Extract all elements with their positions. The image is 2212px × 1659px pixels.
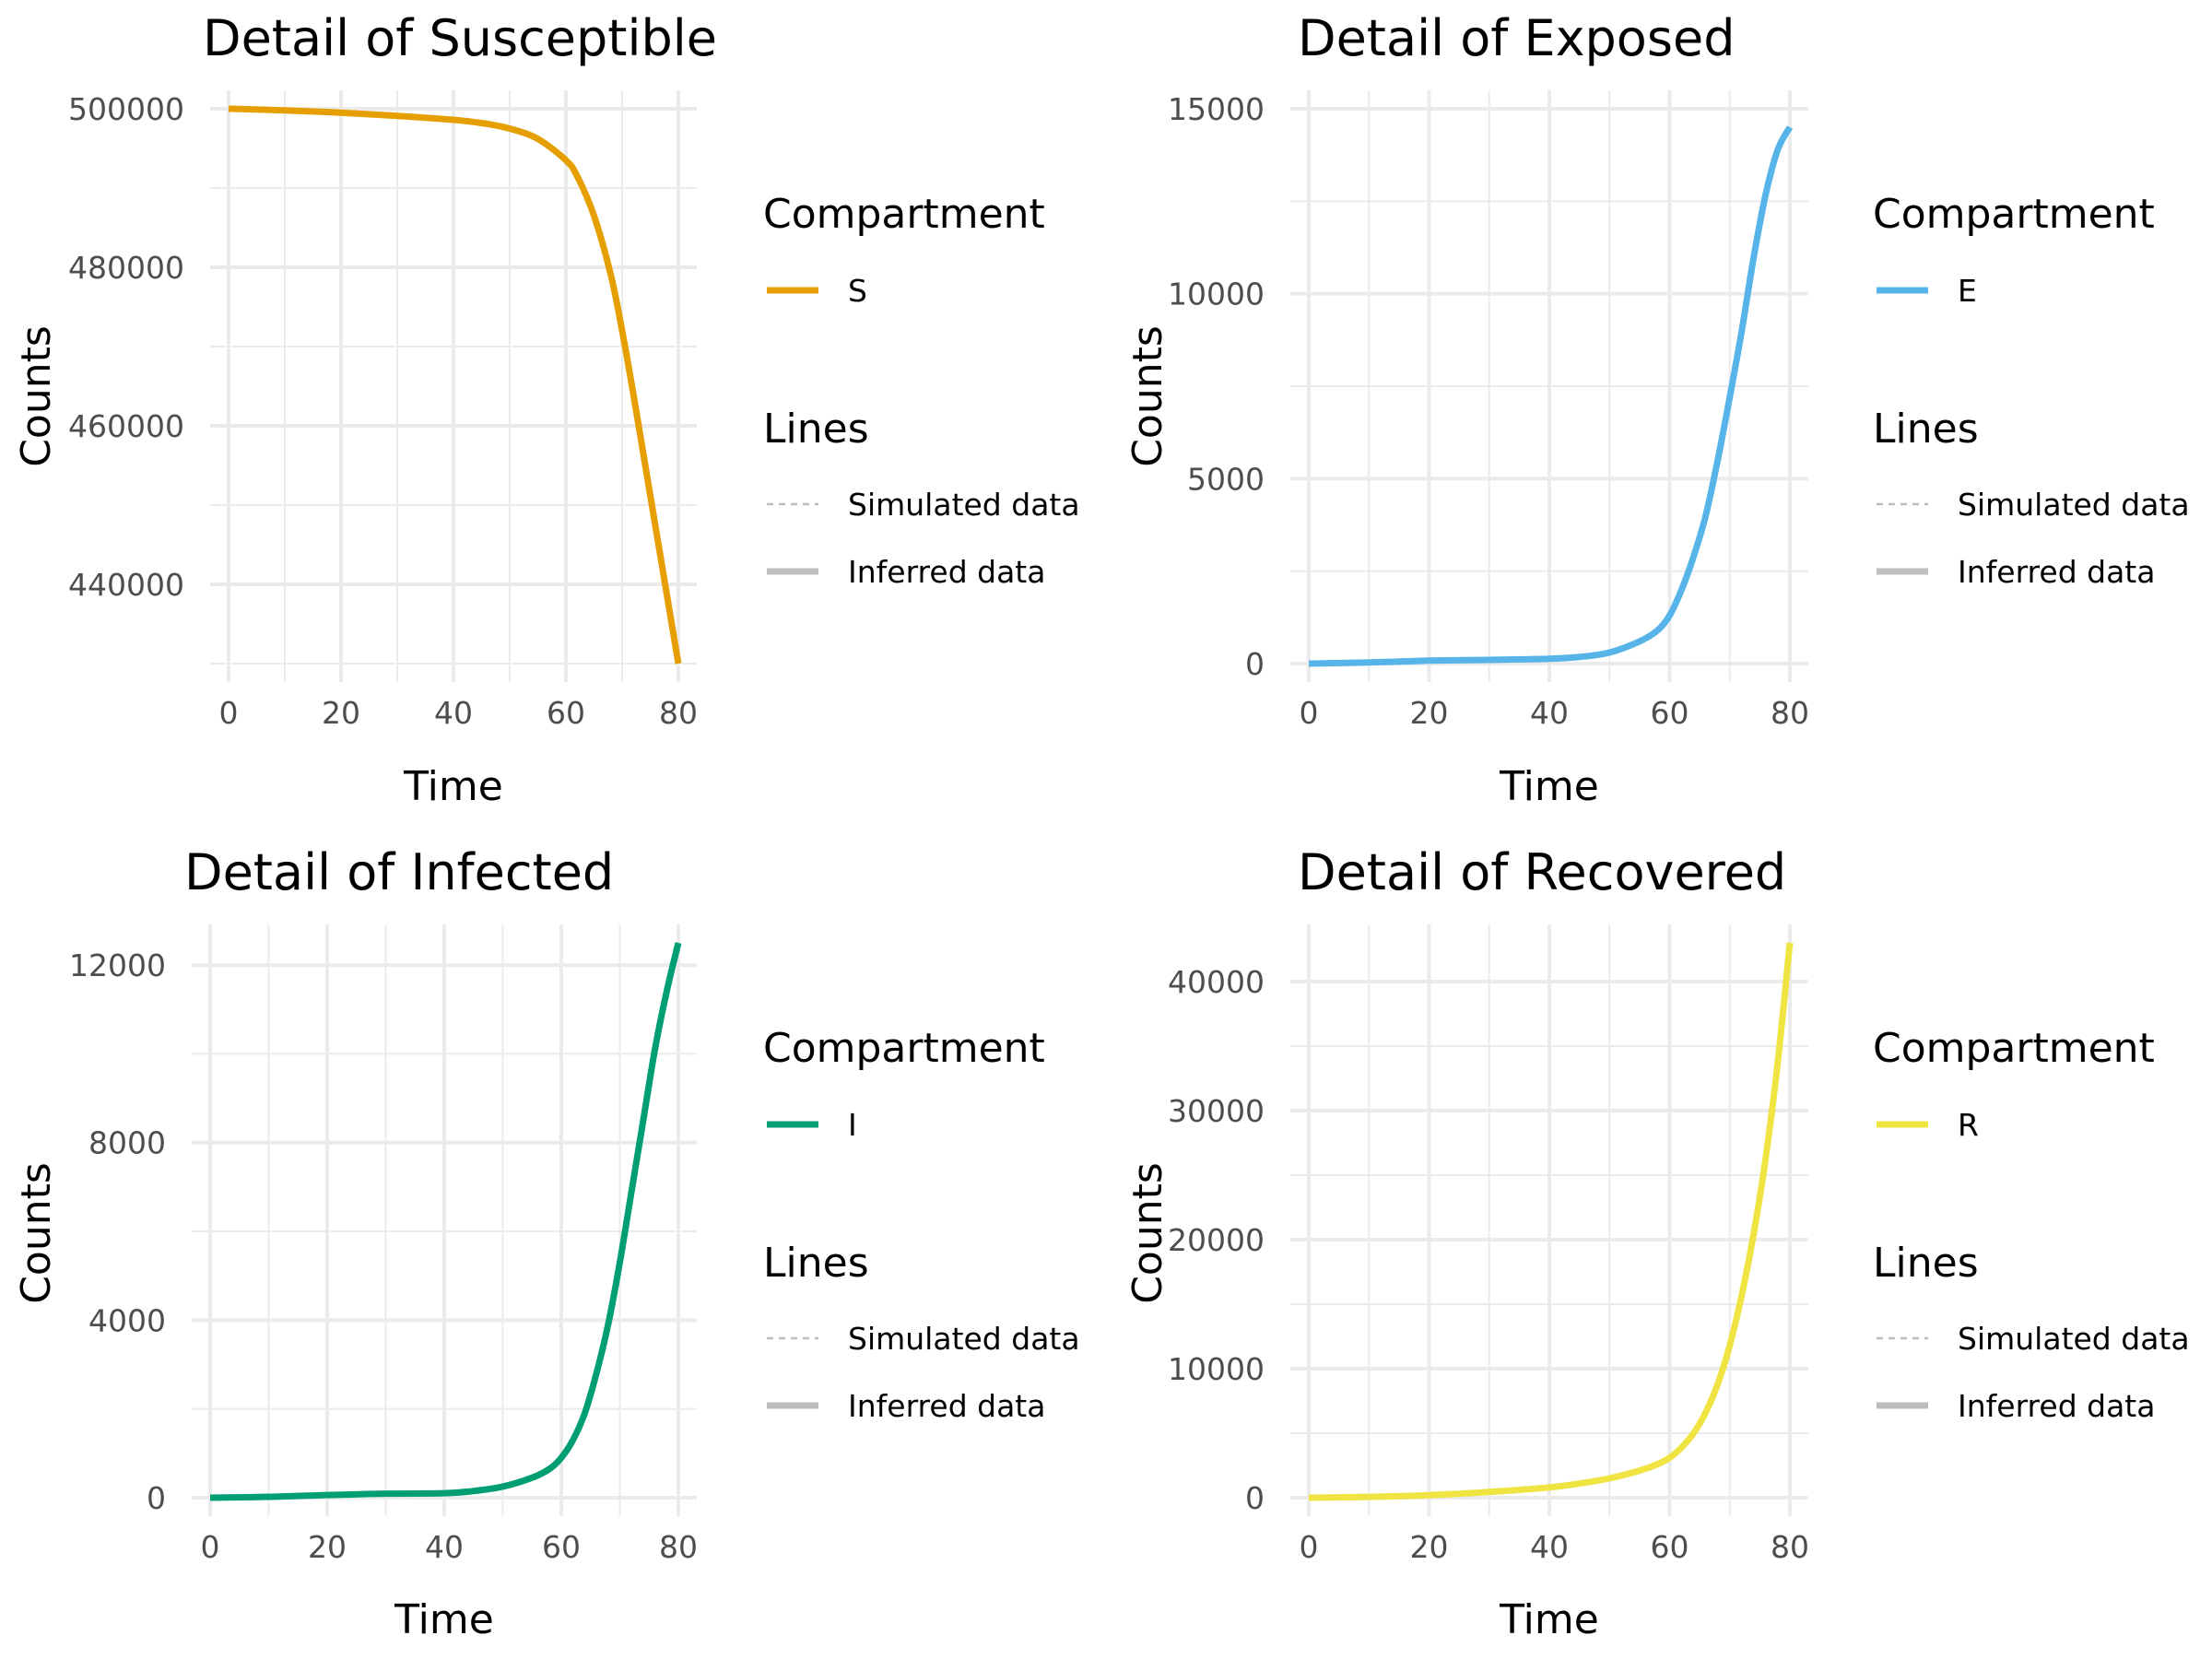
legend-label-inferred-data: Inferred data [1958, 1388, 2155, 1424]
legend-title-lines: Lines [1873, 406, 1979, 453]
y-axis-title: Counts [13, 1162, 60, 1304]
y-tick-label: 0 [1245, 1480, 1265, 1516]
legend-label-simulated-data: Simulated data [848, 1321, 1080, 1357]
x-tick-label: 80 [659, 1529, 698, 1565]
legend-title-compartment: Compartment [1873, 1025, 2155, 1072]
y-axis-title: Counts [1124, 325, 1171, 467]
x-tick-label: 80 [659, 695, 698, 731]
grid [1290, 924, 1808, 1516]
x-tick-label: 0 [1300, 695, 1319, 731]
x-axis-title: Time [403, 763, 503, 810]
grid [192, 924, 697, 1516]
legend-label-inferred-data: Inferred data [1958, 554, 2155, 590]
chart-panel-a: 0 20 40 60 80 440000 460000 480000 500000 Detail … [13, 9, 1080, 810]
series-line-S [228, 105, 682, 665]
chart-panel-d: 0 20 40 60 80 0 10000 20000 30000 40000 Detail of … [1124, 843, 2190, 1643]
x-axis-title: Time [1499, 1596, 1599, 1643]
chart-title: Detail of Susceptible [203, 9, 717, 67]
y-tick-label: 0 [147, 1480, 166, 1516]
grid [210, 90, 697, 682]
x-tick-label: 60 [1651, 695, 1689, 731]
series-line-E [1308, 125, 1794, 667]
series-line-I [209, 942, 682, 1501]
x-tick-label: 40 [434, 695, 473, 731]
legend-label-inferred-data: Inferred data [848, 554, 1045, 590]
legend-label-simulated-data: Simulated data [1958, 487, 2190, 523]
y-tick-label: 5000 [1187, 461, 1265, 497]
y-tick-label: 480000 [68, 250, 184, 286]
y-tick-label: 40000 [1168, 964, 1265, 1000]
chart-title: Detail of Recovered [1298, 843, 1786, 901]
legend: Compartment I Lines Simulated data Inferred … [763, 1025, 1080, 1424]
y-axis-title: Counts [1124, 1162, 1171, 1304]
y-axis-title: Counts [13, 325, 60, 467]
legend-label-simulated-data: Simulated data [1958, 1321, 2190, 1357]
chart-title: Detail of Exposed [1298, 9, 1735, 67]
y-tick-label: 8000 [88, 1125, 166, 1161]
y-tick-label: 30000 [1168, 1093, 1265, 1129]
legend-title-compartment: Compartment [763, 1025, 1045, 1072]
x-axis-title: Time [1499, 763, 1599, 810]
y-tick-label: 15000 [1168, 91, 1265, 127]
chart-panel-c: 0 20 40 60 80 0 4000 8000 12000 Detail of Infecte… [13, 843, 1080, 1643]
x-tick-label: 60 [547, 695, 585, 731]
x-tick-label: 20 [1410, 1529, 1449, 1565]
x-tick-label: 20 [308, 1529, 347, 1565]
x-tick-label: 80 [1771, 695, 1809, 731]
x-tick-label: 20 [322, 695, 360, 731]
x-tick-label: 0 [219, 695, 239, 731]
y-tick-label: 460000 [68, 408, 184, 444]
y-tick-label: 20000 [1168, 1222, 1265, 1258]
x-tick-label: 60 [1651, 1529, 1689, 1565]
legend-title-lines: Lines [763, 406, 869, 453]
legend: Compartment E Lines Simulated data Inferred … [1873, 191, 2190, 590]
x-tick-label: 0 [201, 1529, 220, 1565]
chart-panel-b: 0 20 40 60 80 0 5000 10000 15000 Detail of Expose… [1124, 9, 2190, 810]
legend-label-simulated-data: Simulated data [848, 487, 1080, 523]
legend-label-inferred-data: Inferred data [848, 1388, 1045, 1424]
x-tick-label: 0 [1300, 1529, 1319, 1565]
x-tick-label: 40 [1530, 1529, 1569, 1565]
legend-label-compartment: I [848, 1107, 857, 1143]
y-tick-label: 0 [1245, 646, 1265, 682]
legend: Compartment S Lines Simulated data Inferred … [763, 191, 1080, 590]
chart-title: Detail of Infected [184, 843, 614, 901]
y-tick-label: 12000 [69, 947, 166, 983]
y-tick-label: 10000 [1168, 276, 1265, 312]
legend-label-compartment: S [848, 273, 867, 309]
x-tick-label: 80 [1771, 1529, 1809, 1565]
y-tick-label: 10000 [1168, 1351, 1265, 1387]
x-axis-title: Time [394, 1596, 494, 1643]
y-tick-label: 500000 [68, 91, 184, 127]
series-line-R [1308, 942, 1794, 1501]
legend-label-compartment: R [1958, 1107, 1979, 1143]
y-tick-label: 440000 [68, 567, 184, 603]
x-tick-label: 40 [425, 1529, 464, 1565]
x-tick-label: 40 [1530, 695, 1569, 731]
x-tick-label: 60 [542, 1529, 581, 1565]
legend-title-compartment: Compartment [763, 191, 1045, 238]
legend: Compartment R Lines Simulated data Inferred … [1873, 1025, 2190, 1424]
legend-title-lines: Lines [763, 1240, 869, 1287]
y-tick-label: 4000 [88, 1302, 166, 1338]
grid [1290, 90, 1808, 682]
legend-title-compartment: Compartment [1873, 191, 2155, 238]
x-tick-label: 20 [1410, 695, 1449, 731]
legend-title-lines: Lines [1873, 1240, 1979, 1287]
legend-label-compartment: E [1958, 273, 1977, 309]
